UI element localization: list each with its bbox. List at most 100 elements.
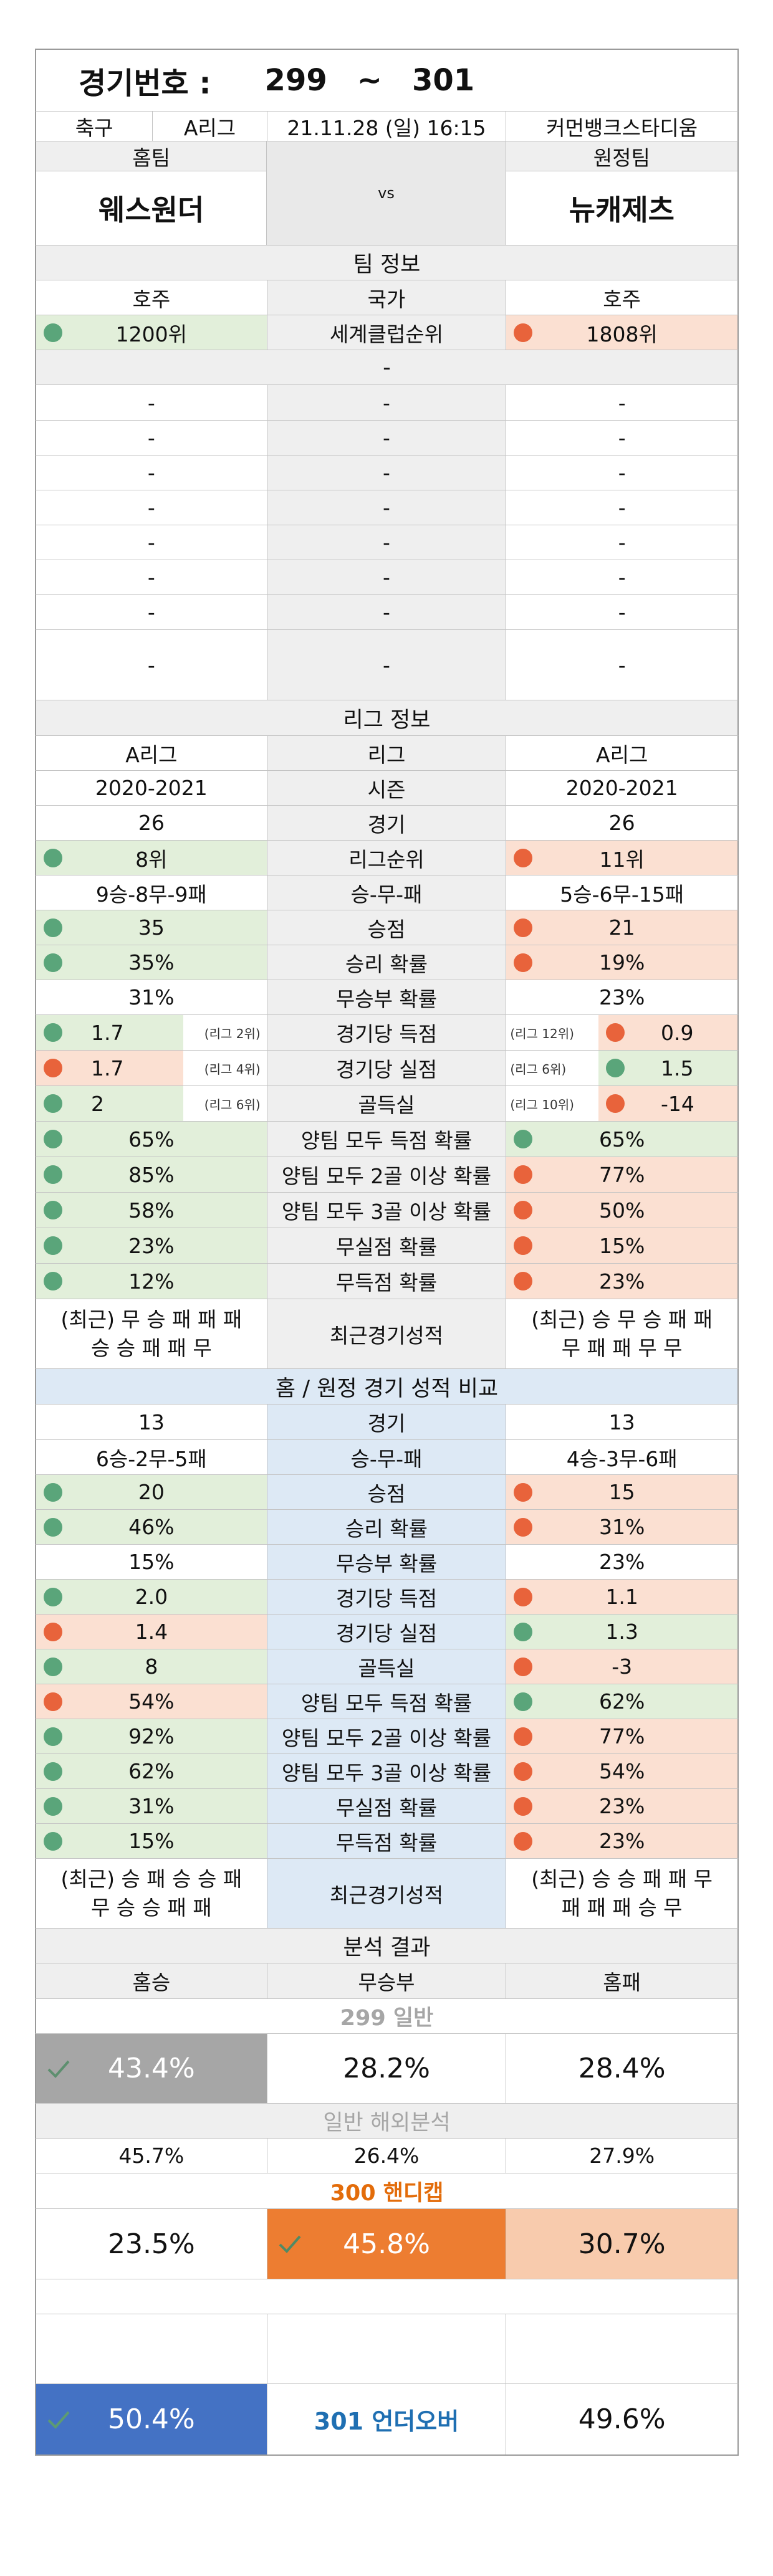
country-row: 호주 국가 호주 — [35, 280, 739, 315]
home-stat: 2020-2021 — [36, 771, 267, 805]
away-stat: 19% — [506, 945, 737, 980]
away-recent-line-2: 무 패 패 무 무 — [561, 1335, 683, 1360]
away-stat: 21 — [506, 910, 737, 945]
game-300-home: 23.5% — [107, 2228, 195, 2260]
stat-label: 무승부 확률 — [266, 1545, 506, 1579]
empty-header-row: - — [35, 350, 739, 385]
stat-label: 경기당 실점 — [266, 1615, 506, 1649]
game-300-draw: 45.8% — [266, 2209, 506, 2279]
league-goal-rows: 1.7 (리그 2위) 경기당 득점 (리그 12위) 0.9 1.7 (리그 4위) 경기당… — [35, 1015, 739, 1122]
stat-label: 무실점 확률 — [266, 1228, 506, 1263]
game-299-loss: 28.4% — [506, 2034, 737, 2103]
home-goal-stat: 2 (리그 6위) — [36, 1086, 267, 1121]
stat-label: 무득점 확률 — [266, 1264, 506, 1299]
home-stat: 15% — [36, 1824, 267, 1858]
stat-row: 26 경기 26 — [35, 806, 739, 841]
home-stat-value: 31% — [128, 1794, 175, 1818]
recent-form-label: 최근경기성적 — [266, 1299, 506, 1368]
overseas-draw: 26.4% — [266, 2139, 506, 2173]
teams-block: 홈팀 웨스원더 vs 원정팀 뉴캐제츠 — [35, 141, 739, 246]
league-info-rows: A리그 리그 A리그 2020-2021 시즌 2020-2021 26 경기 26 8위 리그순위… — [35, 736, 739, 1015]
home-empty-value: - — [147, 460, 155, 485]
away-goal-value: 0.9 — [661, 1020, 694, 1045]
home-team-label: 홈팀 — [36, 141, 267, 171]
home-stat: 35% — [36, 945, 267, 980]
status-dot-icon — [514, 1587, 533, 1606]
goal-stat-row: 2 (리그 6위) 골득실 (리그 10위) -14 — [35, 1086, 739, 1122]
away-stat: -3 — [506, 1649, 737, 1684]
match-number-from: 299 — [264, 63, 327, 98]
away-stat: 65% — [506, 1122, 737, 1157]
goal-stat-row: 1.7 (리그 4위) 경기당 실점 (리그 6위) 1.5 — [35, 1051, 739, 1086]
away-empty-value: - — [506, 595, 737, 629]
away-recent-line-1: (최근) 승 무 승 패 패 — [531, 1307, 713, 1332]
empty-info-row: --- — [35, 595, 739, 630]
stat-label: 양팀 모두 3골 이상 확률 — [266, 1193, 506, 1228]
home-stat-value: 2020-2021 — [95, 776, 208, 800]
spacer-cell — [36, 2279, 737, 2314]
stat-label: 승-무-패 — [266, 1440, 506, 1474]
empty-label: - — [266, 525, 506, 560]
status-dot-icon — [514, 918, 533, 937]
home-stat-value: 6승-2무-5패 — [95, 1446, 207, 1471]
home-stat: 1.4 — [36, 1615, 267, 1649]
stat-row: 31% 무승부 확률 23% — [35, 980, 739, 1015]
stat-row: 8 골득실 -3 — [35, 1649, 739, 1684]
away-goal-value: 1.5 — [661, 1056, 694, 1080]
status-dot-icon — [514, 1657, 533, 1676]
home-stat: 6승-2무-5패 — [36, 1440, 267, 1474]
away-stat-value: 23% — [598, 985, 645, 1009]
status-dot-icon — [44, 1165, 62, 1184]
compare-title: 홈 / 원정 경기 성적 비교 — [275, 1376, 499, 1401]
stat-row: 12% 무득점 확률 23% — [35, 1264, 739, 1299]
status-dot-icon — [514, 848, 533, 867]
league-info-title: 리그 정보 — [343, 707, 431, 733]
empty-info-row: --- — [35, 630, 739, 700]
away-stat: 11위 — [506, 841, 737, 875]
home-stat-value: 20 — [138, 1480, 165, 1504]
match-number-to: 301 — [411, 63, 475, 98]
home-goal-value-box: 2 — [36, 1086, 183, 1121]
stat-row: 85% 양팀 모두 2골 이상 확률 77% — [35, 1157, 739, 1193]
stat-label: 승리 확률 — [266, 945, 506, 980]
home-world-rank-value: 1200위 — [115, 322, 188, 346]
stat-row: 65% 양팀 모두 득점 확률 65% — [35, 1122, 739, 1157]
league: A리그 — [152, 112, 266, 141]
empty-cell-right — [506, 2314, 737, 2383]
status-dot-icon — [514, 323, 533, 342]
game-299-row: 43.4% 28.2% 28.4% — [35, 2034, 739, 2104]
away-stat-value: 23% — [598, 1269, 645, 1294]
away-stat: 23% — [506, 1545, 737, 1579]
home-stat-value: 58% — [128, 1198, 175, 1223]
home-stat-value: 26 — [138, 811, 165, 835]
home-empty-value: - — [147, 652, 155, 677]
stat-row: 6승-2무-5패 승-무-패 4승-3무-6패 — [35, 1440, 739, 1475]
game-301-over: 49.6% — [506, 2384, 737, 2454]
away-team-name: 뉴캐제츠 — [569, 193, 675, 227]
check-icon — [279, 2235, 301, 2253]
empty-label: - — [266, 630, 506, 700]
home-country: 호주 — [132, 287, 171, 312]
game-299-title: 299 일반 — [340, 2006, 434, 2031]
status-dot-icon — [606, 1023, 625, 1042]
away-stat: 77% — [506, 1157, 737, 1192]
home-stat: 13 — [36, 1405, 267, 1439]
empty-info-row: --- — [35, 490, 739, 525]
home-stat-value: 31% — [128, 985, 175, 1009]
away-stat-value: 65% — [598, 1127, 645, 1152]
away-stat-value: 1.3 — [605, 1620, 638, 1644]
goal-stat-label: 골득실 — [266, 1086, 506, 1121]
away-stat: 1.1 — [506, 1580, 737, 1614]
away-stat: 23% — [506, 1264, 737, 1299]
overseas-header: 일반 해외분석 — [35, 2104, 739, 2139]
home-stat-value: 8 — [145, 1654, 158, 1679]
home-stat-value: 65% — [128, 1127, 175, 1152]
away-stat-value: 23% — [598, 1550, 645, 1574]
away-goal-value-box: 1.5 — [598, 1051, 737, 1085]
away-stat-value: 31% — [598, 1515, 645, 1539]
game-300-draw-value: 45.8% — [343, 2228, 430, 2260]
away-league-rank-note: (리그 12위) — [510, 1026, 574, 1041]
stat-label: 양팀 모두 3골 이상 확률 — [266, 1754, 506, 1788]
away-stat-value: 15% — [598, 1233, 645, 1258]
home-goal-value-box: 1.7 — [36, 1015, 183, 1050]
